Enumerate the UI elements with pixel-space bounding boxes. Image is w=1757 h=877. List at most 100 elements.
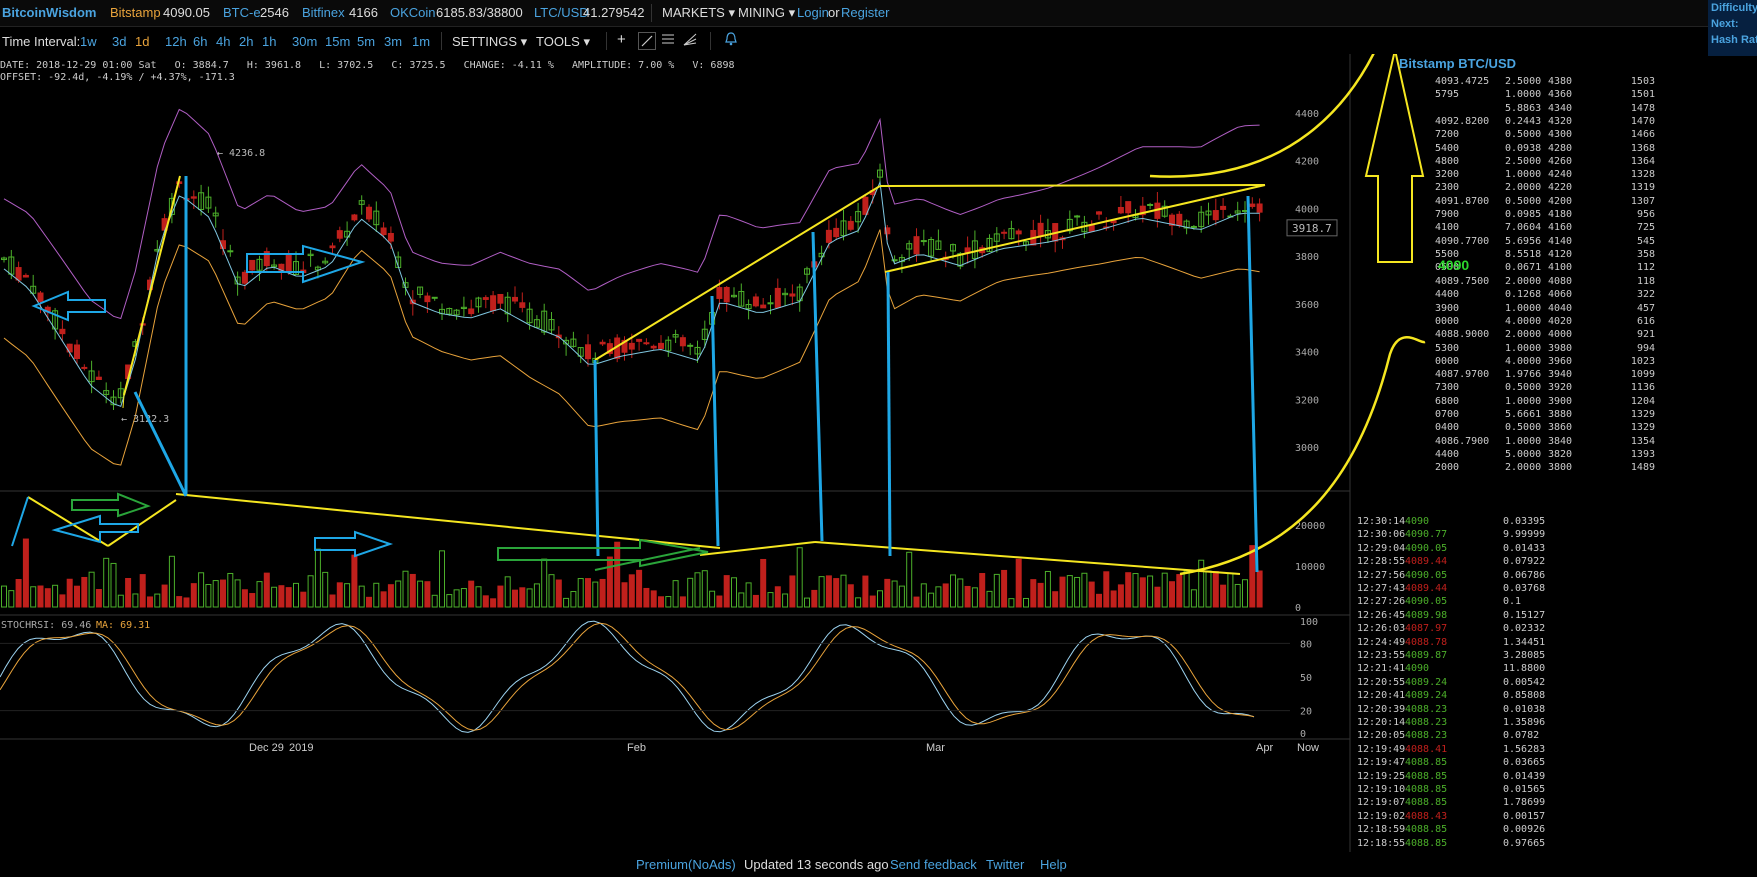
- candle-body: [460, 306, 467, 310]
- interval-15m[interactable]: 15m: [325, 34, 351, 49]
- interval-1h[interactable]: 1h: [262, 34, 277, 49]
- updated-text: Updated 13 seconds ago: [744, 857, 889, 872]
- volume-bar: [380, 591, 387, 608]
- orderbook-cell: 1319: [1630, 182, 1655, 194]
- interval-1d[interactable]: 1d: [135, 34, 150, 49]
- orderbook-cell: 2000: [1435, 462, 1460, 474]
- orderbook-cell: 4280: [1548, 142, 1573, 154]
- orderbook-bid-row: 4088.9000 2.0000 4000 921: [1435, 329, 1655, 343]
- volume-bar: [1088, 581, 1095, 608]
- volume-bar: [731, 577, 737, 608]
- tools-menu[interactable]: TOOLS ▾: [536, 34, 590, 49]
- feedback-link[interactable]: Send feedback: [890, 857, 977, 872]
- volume-bar: [679, 596, 686, 608]
- interval-30m[interactable]: 30m: [292, 34, 318, 49]
- volume-bar: [366, 596, 372, 608]
- volume-bar: [212, 580, 219, 608]
- trade-row: 12:30:06 4090.77 9.99999: [1357, 529, 1655, 543]
- bell-icon[interactable]: [724, 32, 738, 49]
- ticker-bitfinex-name[interactable]: Bitfinex: [302, 5, 345, 20]
- volume-bar: [738, 592, 745, 608]
- orderbook-ask-row: 4093.4725 2.5000 4380 1503: [1435, 76, 1655, 90]
- mining-menu[interactable]: MINING ▾: [738, 5, 796, 20]
- annotation-line: [122, 394, 125, 409]
- current-price-label: 3918.7: [1292, 222, 1332, 235]
- trade-cell: 0.85808: [1503, 690, 1546, 702]
- orderbook-bid-row: 0000 4.0000 3960 1023: [1435, 356, 1655, 370]
- candle-body: [1139, 205, 1146, 216]
- interval-4h[interactable]: 4h: [216, 34, 231, 49]
- upper-band: [3, 108, 1260, 320]
- volume-bar: [563, 597, 570, 608]
- ticker-okcoin-name[interactable]: OKCoin: [390, 5, 436, 20]
- orderbook-ask-row: 4090.7700 5.6956 4140 545: [1435, 236, 1655, 250]
- candle-body: [672, 334, 679, 338]
- candle-body: [1008, 228, 1015, 240]
- interval-1w[interactable]: 1w: [80, 34, 97, 49]
- volume-bar: [599, 578, 606, 608]
- volume-bar: [774, 586, 781, 608]
- twitter-link[interactable]: Twitter: [986, 857, 1025, 872]
- premium-link[interactable]: Premium(NoAds): [636, 857, 736, 872]
- markets-menu[interactable]: MARKETS ▾: [662, 5, 735, 20]
- trade-cell: 1.56283: [1503, 743, 1546, 755]
- volume-bar: [322, 571, 329, 608]
- candle-body: [358, 200, 365, 205]
- crosshair-icon[interactable]: +: [617, 31, 626, 48]
- candle-body: [679, 337, 686, 347]
- volume-bar: [716, 595, 723, 608]
- price-chart[interactable]: 4400420040003800360034003200300020000100…: [0, 54, 1515, 852]
- orderbook-cell: 4093.4725: [1435, 76, 1490, 87]
- volume-bar: [694, 572, 701, 608]
- orderbook-cell: 994: [1636, 342, 1655, 354]
- interval-2h[interactable]: 2h: [239, 34, 254, 49]
- candle-body: [1161, 205, 1168, 217]
- orderbook-cell: 3900: [1435, 302, 1460, 314]
- volume-bar: [344, 583, 351, 608]
- orderbook-cell: 0000: [1435, 355, 1460, 367]
- candle-body: [541, 310, 548, 333]
- volume-bar: [1066, 575, 1073, 608]
- orderbook-cell: 1328: [1630, 169, 1655, 181]
- annotation-line: [1246, 195, 1259, 573]
- volume-bar: [825, 575, 832, 608]
- trade-row: 12:19:49 4088.41 1.56283: [1357, 744, 1655, 758]
- orderbook-cell: 3900: [1548, 395, 1573, 407]
- help-link[interactable]: Help: [1040, 857, 1067, 872]
- draw-line-icon[interactable]: [638, 32, 656, 50]
- ticker-btce-name[interactable]: BTC-e: [223, 5, 261, 20]
- horizontal-lines-icon[interactable]: [661, 32, 675, 49]
- candle-body: [241, 271, 248, 284]
- ticker-ltcusd-name[interactable]: LTC/USD: [534, 5, 589, 20]
- volume-bar: [117, 594, 124, 608]
- volume-bar: [88, 571, 95, 608]
- interval-12h[interactable]: 12h: [165, 34, 187, 49]
- volume-bar: [928, 592, 935, 608]
- volume-bar: [300, 591, 307, 608]
- candle-body: [424, 295, 431, 303]
- candle-body: [110, 396, 117, 406]
- trade-cell: 4088.43: [1405, 810, 1448, 822]
- trade-cell: 12:26:03: [1357, 623, 1406, 635]
- volume-bar: [592, 581, 599, 608]
- interval-3m[interactable]: 3m: [384, 34, 403, 49]
- orderbook-title: Bitstamp BTC/USD: [1399, 56, 1517, 71]
- settings-menu[interactable]: SETTINGS ▾: [452, 34, 528, 49]
- trade-cell: 0.01439: [1503, 770, 1546, 782]
- interval-1m[interactable]: 1m: [412, 34, 431, 49]
- ticker-bitstamp-name[interactable]: Bitstamp: [110, 5, 161, 20]
- login-link[interactable]: Login: [797, 5, 829, 20]
- site-logo[interactable]: BitcoinWisdom: [2, 5, 97, 20]
- interval-5m[interactable]: 5m: [357, 34, 376, 49]
- interval-3d[interactable]: 3d: [112, 34, 127, 49]
- fibonacci-fan-icon[interactable]: [683, 32, 697, 49]
- candle-body: [1212, 210, 1219, 221]
- ticker-bitfinex-value: 4166: [349, 5, 378, 20]
- candle-body: [1117, 206, 1124, 214]
- candle-body: [307, 253, 314, 257]
- interval-6h[interactable]: 6h: [193, 34, 208, 49]
- annotation-arrow: [51, 514, 139, 544]
- register-link[interactable]: Register: [841, 5, 890, 20]
- candle-body: [891, 259, 898, 262]
- candle-body: [599, 341, 606, 345]
